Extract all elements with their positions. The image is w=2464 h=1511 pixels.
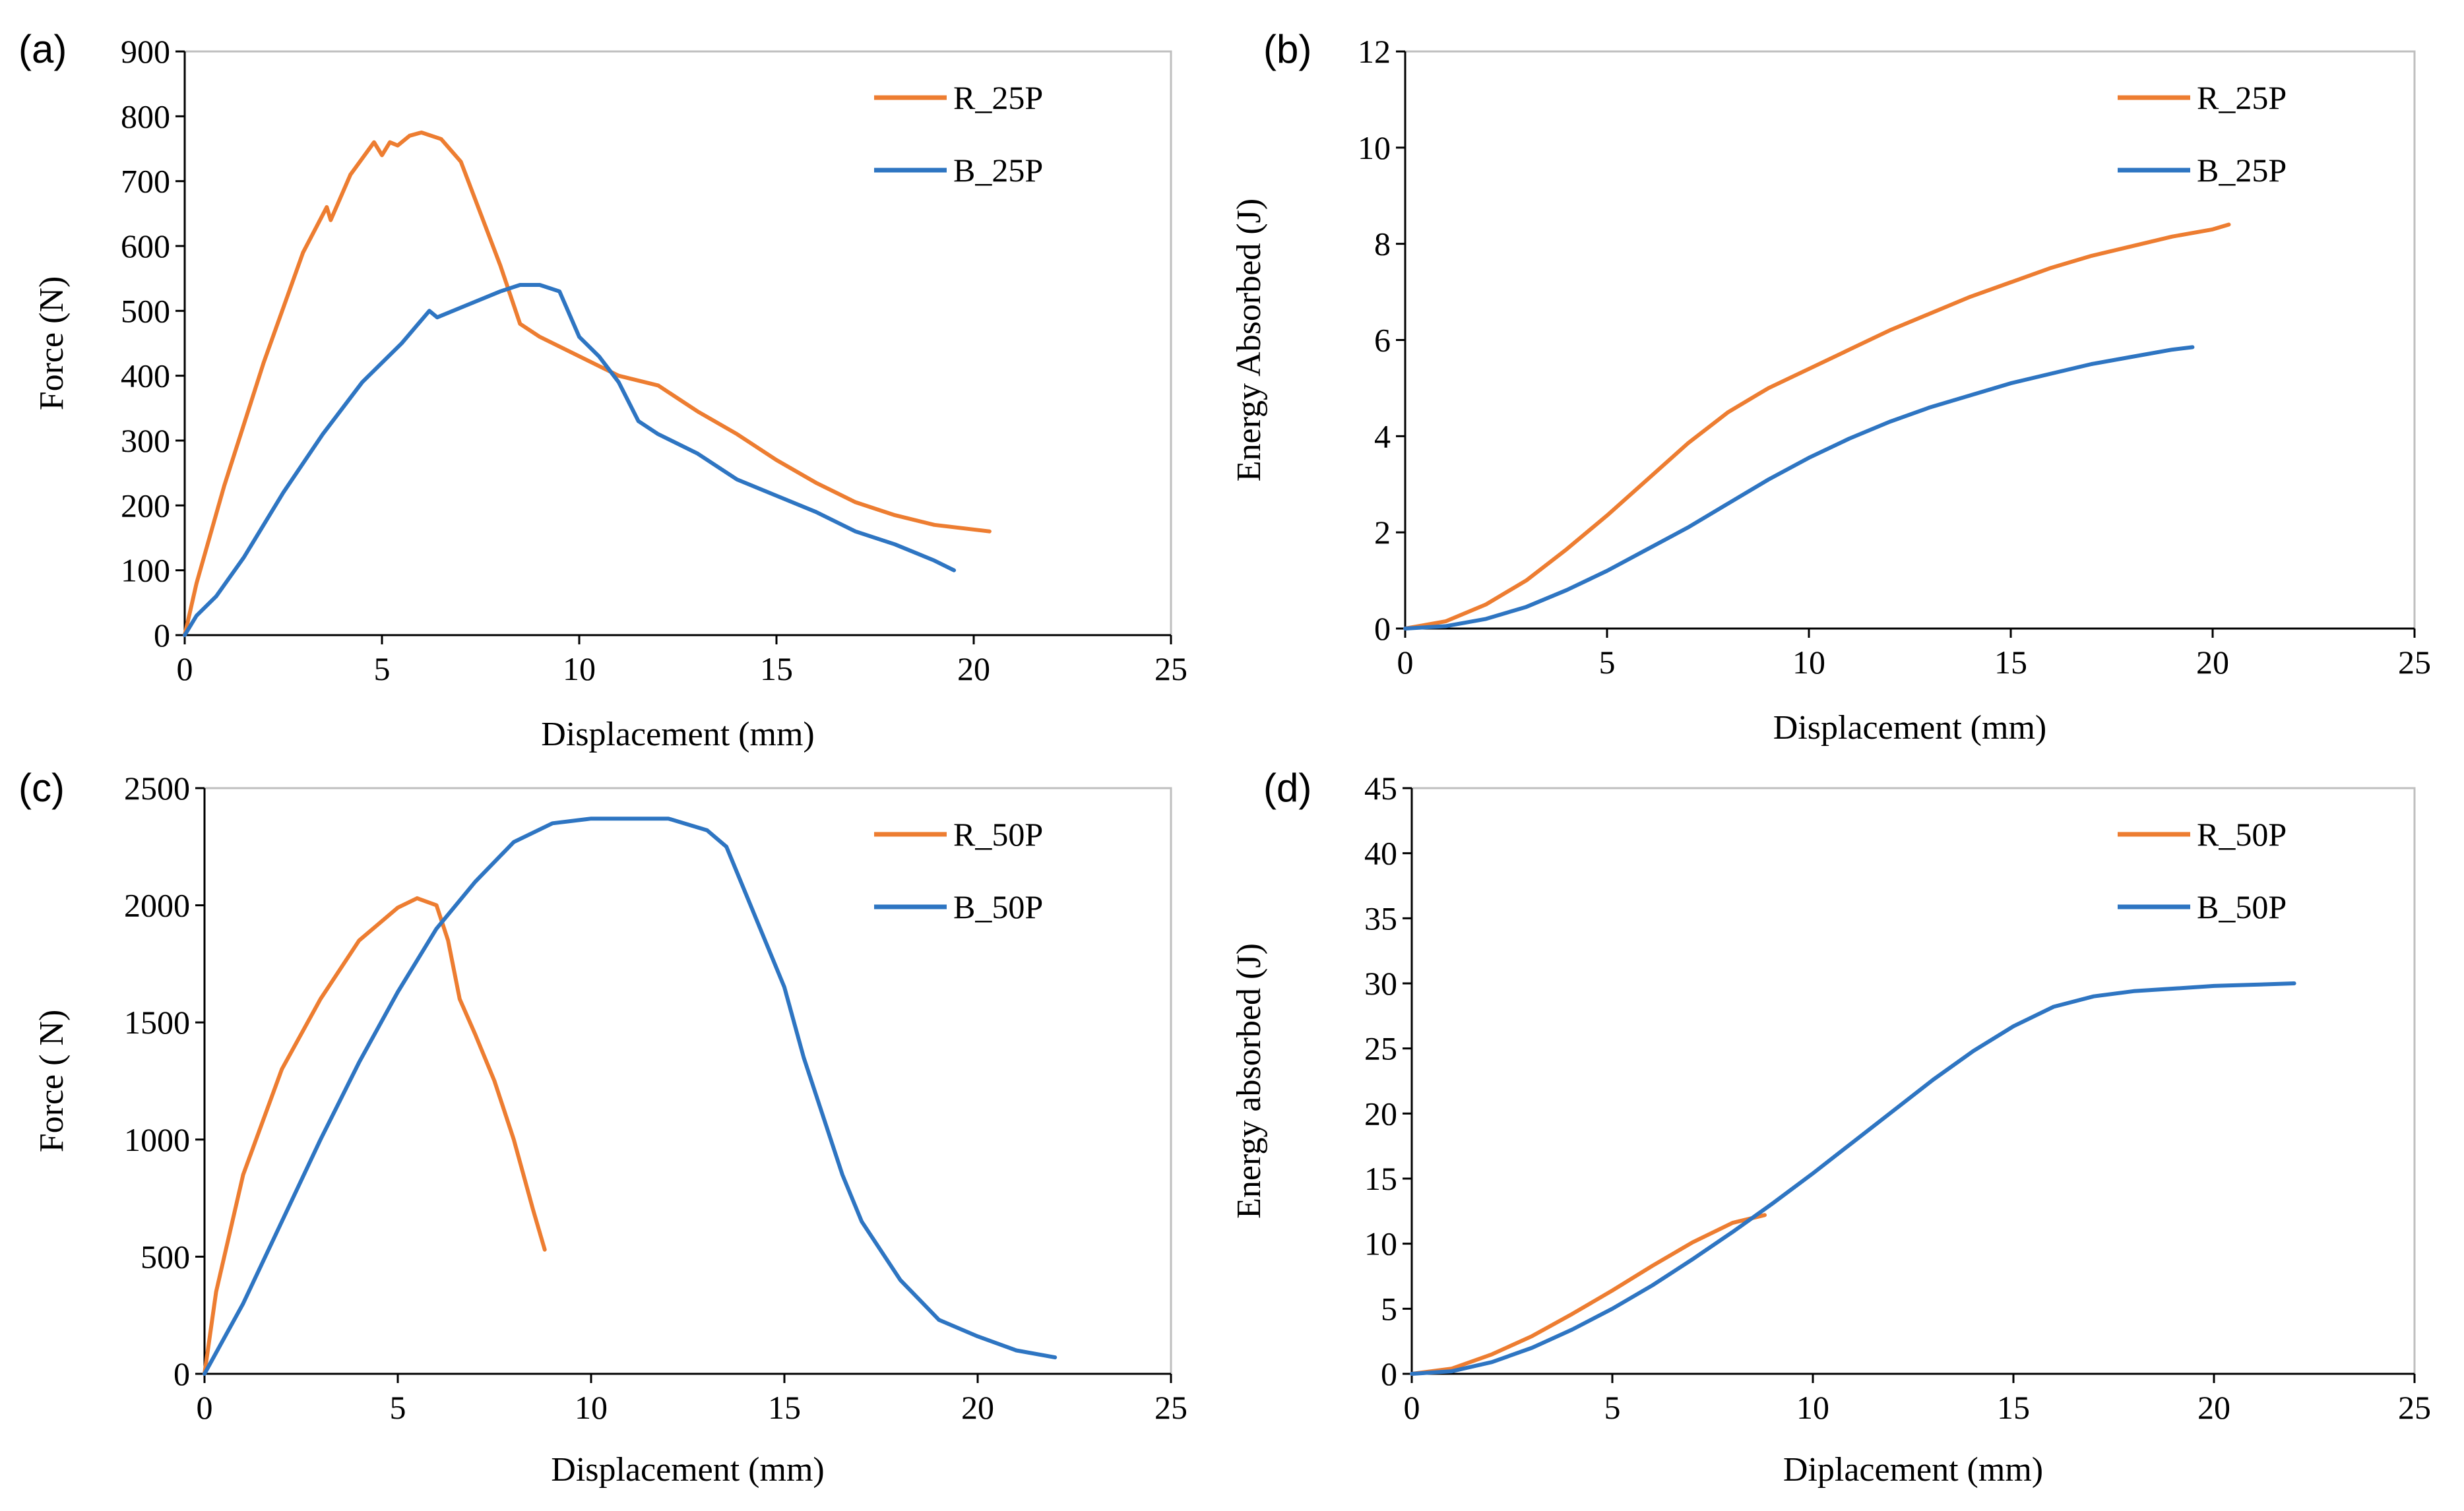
x-tick-label: 0 xyxy=(1404,1389,1420,1426)
y-tick-label: 20 xyxy=(1364,1095,1397,1132)
y-tick-label: 700 xyxy=(121,163,170,200)
plot-frame xyxy=(1404,50,2416,630)
y-tick-label: 1500 xyxy=(124,1004,190,1041)
chart-panel-0: (a) 0 5 10 15 20 25 0 100 200 300 400 500 600 700 800 90… xyxy=(18,27,1187,753)
chart-panel-3: (d) 0 5 10 15 20 25 0 5 10 15 20 25 30 35 40 45 Diplaceme… xyxy=(1230,766,2431,1489)
y-axis-title: Force ( N) xyxy=(33,1010,71,1153)
y-tick-label: 30 xyxy=(1364,965,1397,1002)
plot-frame xyxy=(183,50,1172,636)
x-tick-label: 20 xyxy=(957,650,990,687)
y-tick-label: 1000 xyxy=(124,1121,190,1158)
x-tick-label: 0 xyxy=(197,1389,213,1426)
panel-label: (b) xyxy=(1263,27,1311,71)
legend-label-B_25P: B_25P xyxy=(953,152,1043,189)
legend-label-R_50P: R_50P xyxy=(2197,816,2287,853)
x-tick-label: 20 xyxy=(2196,644,2229,681)
y-axis-title: Force (N) xyxy=(33,276,71,411)
y-tick-label: 0 xyxy=(1381,1355,1397,1392)
series-line-R_50P xyxy=(203,896,547,1376)
y-tick-label: 4 xyxy=(1374,417,1391,454)
y-tick-label: 900 xyxy=(121,33,170,70)
legend-label-R_25P: R_25P xyxy=(2197,79,2287,116)
x-tick-label: 5 xyxy=(1604,1389,1621,1426)
legend-label-B_50P: B_50P xyxy=(2197,888,2287,925)
x-tick-label: 10 xyxy=(1796,1389,1829,1426)
y-tick-label: 200 xyxy=(121,487,170,524)
y-tick-label: 15 xyxy=(1364,1160,1397,1197)
y-tick-label: 2 xyxy=(1374,514,1391,551)
y-tick-label: 100 xyxy=(121,552,170,589)
y-tick-label: 35 xyxy=(1364,900,1397,937)
x-tick-label: 15 xyxy=(768,1389,801,1426)
x-tick-label: 25 xyxy=(1154,650,1187,687)
series-line-R_50P xyxy=(1410,1213,1767,1376)
panel-label: (c) xyxy=(18,766,65,810)
chart-panel-2: (c) 0 5 10 15 20 25 0 500 1000 1500 2000 2500 Displac… xyxy=(18,766,1187,1489)
y-tick-label: 400 xyxy=(121,357,170,394)
x-tick-label: 10 xyxy=(575,1389,608,1426)
x-tick-label: 0 xyxy=(1397,644,1414,681)
y-tick-label: 10 xyxy=(1358,129,1391,166)
series-line-B_25P xyxy=(1403,345,2195,631)
y-tick-label: 500 xyxy=(141,1238,190,1275)
y-tick-label: 5 xyxy=(1381,1290,1397,1327)
y-tick-label: 6 xyxy=(1374,322,1391,359)
legend-label-R_50P: R_50P xyxy=(953,816,1043,853)
y-tick-label: 500 xyxy=(121,292,170,329)
y-tick-label: 8 xyxy=(1374,226,1391,262)
x-tick-label: 5 xyxy=(374,650,391,687)
plot-frame xyxy=(1410,787,2416,1375)
x-tick-label: 20 xyxy=(961,1389,994,1426)
x-axis-title: Displacement (mm) xyxy=(1773,709,2046,747)
x-tick-label: 5 xyxy=(390,1389,406,1426)
series-line-R_25P xyxy=(183,130,992,637)
y-tick-label: 0 xyxy=(174,1355,190,1392)
y-tick-label: 800 xyxy=(121,98,170,135)
series-line-R_25P xyxy=(1403,222,2231,631)
x-tick-label: 15 xyxy=(760,650,793,687)
series-line-B_50P xyxy=(203,817,1058,1376)
panel-label: (d) xyxy=(1263,766,1311,810)
x-axis-title: Displacement (mm) xyxy=(551,1451,824,1489)
y-tick-label: 0 xyxy=(1374,610,1391,647)
y-axis-title: Energy Absorbed (J) xyxy=(1230,199,1268,481)
chart-panel-1: (b) 0 5 10 15 20 25 0 2 4 6 8 10 12 Displacement (mm) E… xyxy=(1230,27,2431,747)
y-tick-label: 25 xyxy=(1364,1030,1397,1067)
y-tick-label: 40 xyxy=(1364,835,1397,872)
x-axis-title: Diplacement (mm) xyxy=(1783,1451,2043,1489)
y-tick-label: 600 xyxy=(121,228,170,264)
y-tick-label: 45 xyxy=(1364,770,1397,807)
panel-label: (a) xyxy=(18,27,67,71)
legend-label-B_50P: B_50P xyxy=(953,888,1043,925)
y-tick-label: 2500 xyxy=(124,770,190,807)
legend-label-R_25P: R_25P xyxy=(953,79,1043,116)
x-tick-label: 15 xyxy=(1994,644,2027,681)
x-tick-label: 20 xyxy=(2197,1389,2230,1426)
series-line-B_25P xyxy=(183,283,957,637)
x-tick-label: 25 xyxy=(1154,1389,1187,1426)
x-tick-label: 10 xyxy=(563,650,596,687)
y-tick-label: 10 xyxy=(1364,1225,1397,1262)
x-axis-title: Displacement (mm) xyxy=(541,716,814,753)
x-tick-label: 0 xyxy=(177,650,193,687)
x-tick-label: 15 xyxy=(1997,1389,2030,1426)
y-tick-label: 2000 xyxy=(124,887,190,924)
y-axis-title: Energy absorbed (J) xyxy=(1230,943,1268,1219)
series-line-B_50P xyxy=(1410,981,2296,1376)
y-tick-label: 300 xyxy=(121,422,170,459)
x-tick-label: 25 xyxy=(2398,644,2431,681)
y-tick-label: 0 xyxy=(154,617,170,654)
y-tick-label: 12 xyxy=(1358,33,1391,70)
legend-label-B_25P: B_25P xyxy=(2197,152,2287,189)
x-tick-label: 25 xyxy=(2398,1389,2431,1426)
x-tick-label: 10 xyxy=(1792,644,1825,681)
x-tick-label: 5 xyxy=(1599,644,1616,681)
